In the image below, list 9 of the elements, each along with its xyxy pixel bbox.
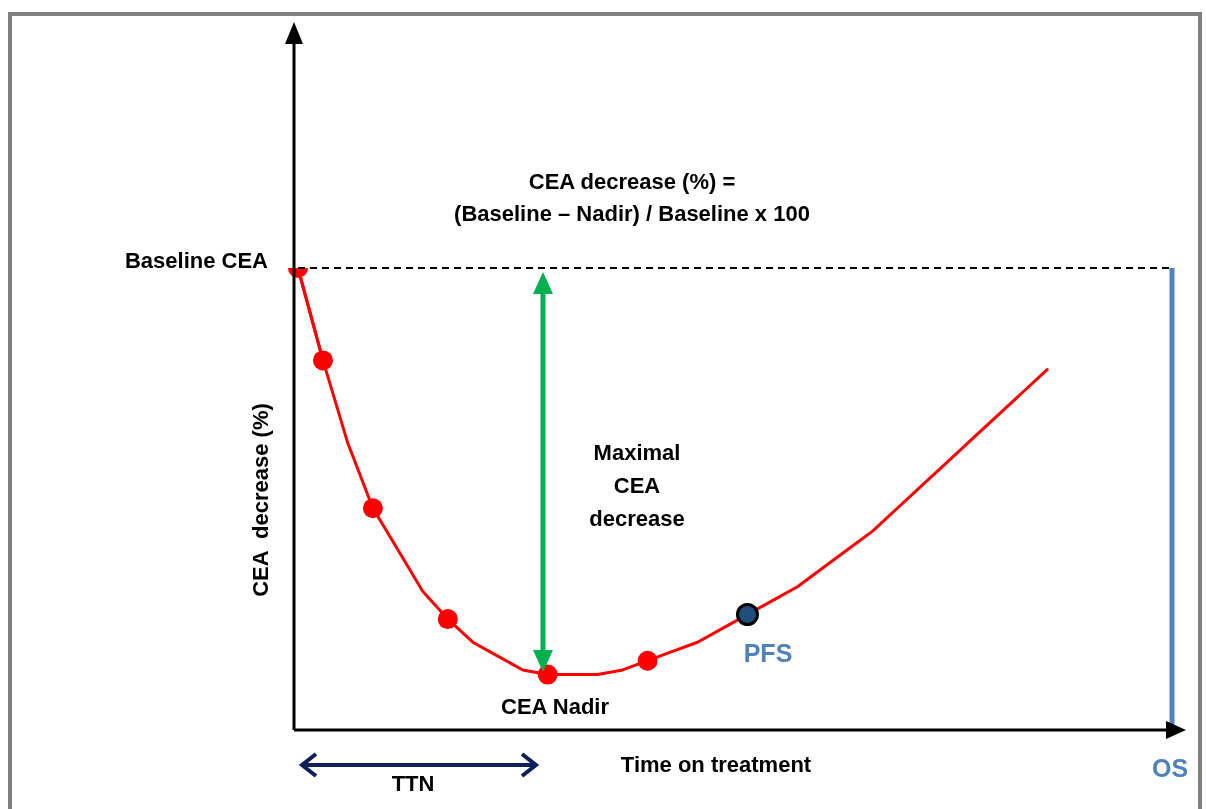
y-axis-title: CEA decrease (%) (248, 403, 274, 597)
text: CEA decrease (%) = (Baseline – Nadir) / Baseline x 100 (454, 169, 810, 227)
annotation: CEA Nadir (501, 694, 610, 720)
text: OS (1151, 753, 1189, 782)
ref-line-label: Baseline CEA (124, 248, 269, 274)
text: TTN (391, 771, 435, 797)
annotation: PFS (743, 638, 793, 667)
x-axis-title: Time on treatment (620, 752, 812, 778)
annotation: Maximal CEA decrease (589, 440, 685, 532)
